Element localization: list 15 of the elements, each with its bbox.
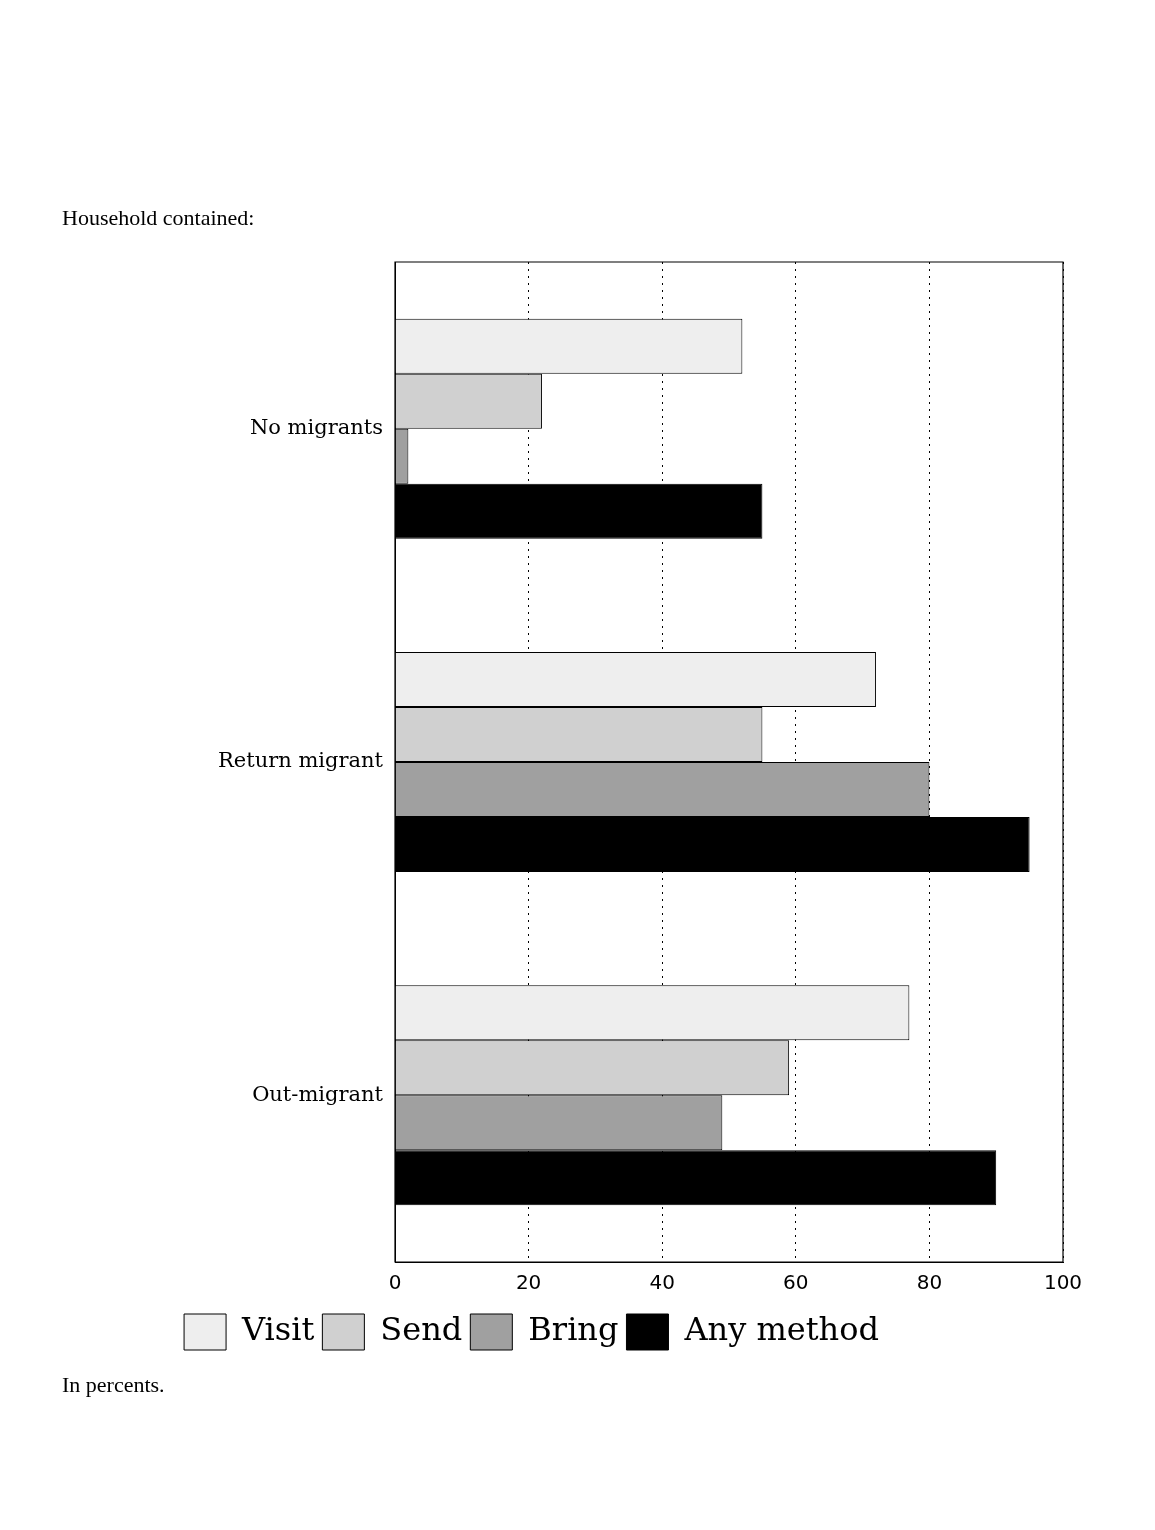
- y-tick-label: No migrants: [249, 415, 383, 440]
- legend-label: Send: [380, 1310, 463, 1349]
- x-tick-label: 60: [783, 1270, 809, 1295]
- x-tick-label: 40: [649, 1270, 675, 1295]
- x-tick-label: 100: [1043, 1270, 1083, 1295]
- y-tick-label: Return migrant: [217, 748, 384, 773]
- text: In percents.: [62, 1372, 165, 1398]
- y-tick-label: Out-migrant: [252, 1081, 384, 1106]
- legend-label: Bring: [528, 1310, 619, 1349]
- x-tick-label: 80: [916, 1270, 943, 1295]
- legend-label: Visit: [241, 1310, 315, 1349]
- x-tick-label: 20: [515, 1270, 542, 1295]
- text: Household contained:: [62, 205, 255, 231]
- legend-label: Any method: [683, 1310, 879, 1349]
- x-tick-label: 0: [388, 1270, 402, 1295]
